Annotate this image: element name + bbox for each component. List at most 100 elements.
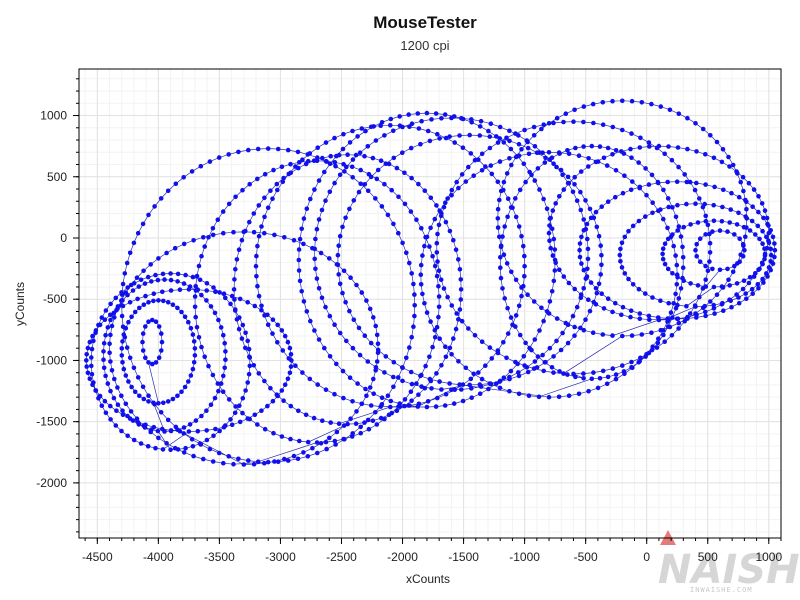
- data-point: [537, 328, 542, 333]
- data-point: [443, 391, 449, 397]
- data-point: [522, 273, 527, 279]
- data-point: [406, 112, 412, 117]
- data-point: [155, 277, 161, 283]
- data-point: [108, 301, 113, 307]
- data-point: [188, 325, 194, 331]
- data-point: [546, 311, 552, 316]
- data-point: [97, 322, 103, 328]
- data-point: [409, 398, 414, 404]
- data-point: [259, 307, 264, 313]
- data-point: [160, 271, 166, 277]
- data-point: [240, 410, 245, 416]
- data-point: [675, 202, 680, 208]
- data-point: [241, 462, 247, 467]
- data-point: [332, 135, 337, 141]
- data-point: [272, 459, 277, 464]
- data-point: [101, 341, 107, 346]
- data-point: [626, 228, 631, 234]
- data-point: [436, 268, 442, 274]
- data-point: [655, 180, 661, 186]
- data-point: [137, 393, 142, 399]
- data-point: [732, 263, 737, 269]
- data-point: [247, 363, 253, 369]
- data-point: [332, 180, 337, 186]
- data-point: [573, 145, 578, 151]
- data-point: [316, 286, 322, 291]
- data-point: [501, 375, 507, 381]
- data-point: [688, 222, 693, 227]
- data-point: [388, 116, 394, 122]
- data-point: [472, 157, 478, 163]
- data-point: [420, 291, 425, 297]
- data-point: [314, 276, 320, 281]
- data-point: [233, 307, 238, 312]
- data-point: [255, 459, 261, 465]
- data-point: [579, 234, 584, 240]
- data-point: [762, 208, 768, 213]
- data-point: [419, 384, 424, 389]
- data-point: [436, 284, 441, 289]
- data-point: [456, 317, 461, 322]
- data-point: [516, 391, 522, 397]
- data-point: [407, 124, 412, 130]
- data-point: [736, 300, 742, 306]
- data-point: [617, 252, 623, 258]
- data-point: [736, 194, 742, 200]
- data-point: [318, 250, 324, 256]
- data-point: [529, 172, 534, 178]
- data-point: [650, 295, 655, 300]
- data-point: [213, 289, 218, 295]
- data-point: [170, 396, 176, 402]
- data-point: [323, 140, 329, 145]
- data-point: [488, 381, 494, 387]
- data-point: [596, 233, 602, 239]
- data-point: [181, 431, 186, 436]
- data-point: [429, 386, 434, 391]
- data-point: [736, 295, 741, 300]
- mouse-trace-series: [84, 98, 778, 467]
- chart-title: MouseTester: [373, 13, 477, 32]
- data-point: [753, 232, 758, 237]
- data-point: [658, 327, 664, 333]
- data-point: [362, 333, 368, 339]
- data-point: [439, 116, 444, 121]
- data-point: [350, 128, 355, 134]
- data-point: [670, 271, 675, 276]
- data-point: [548, 215, 553, 221]
- data-point: [391, 359, 397, 365]
- data-point: [223, 295, 228, 301]
- data-point: [371, 124, 377, 129]
- data-point: [676, 111, 682, 116]
- data-point: [400, 240, 405, 246]
- data-point: [674, 316, 680, 322]
- data-point: [610, 98, 615, 104]
- data-point: [199, 253, 204, 259]
- data-point: [522, 127, 527, 133]
- data-point: [146, 399, 151, 404]
- data-point: [368, 340, 374, 346]
- data-point: [385, 393, 391, 399]
- data-point: [301, 299, 307, 304]
- data-point: [412, 313, 417, 319]
- data-point: [556, 394, 562, 400]
- data-point: [504, 171, 510, 176]
- data-point: [112, 376, 117, 382]
- data-point: [507, 376, 512, 382]
- data-point: [271, 167, 276, 173]
- data-point: [554, 164, 559, 170]
- data-point: [126, 379, 131, 384]
- data-point: [347, 375, 353, 381]
- data-point: [541, 368, 546, 374]
- data-point: [551, 278, 557, 284]
- data-point: [547, 299, 553, 304]
- data-point: [770, 234, 776, 240]
- data-point: [198, 442, 204, 447]
- data-point: [479, 339, 485, 345]
- data-point: [757, 236, 762, 242]
- data-point: [215, 381, 221, 386]
- data-point: [427, 244, 432, 249]
- data-point: [721, 187, 726, 193]
- data-point: [549, 155, 555, 160]
- data-point: [638, 355, 643, 361]
- data-point: [172, 445, 178, 451]
